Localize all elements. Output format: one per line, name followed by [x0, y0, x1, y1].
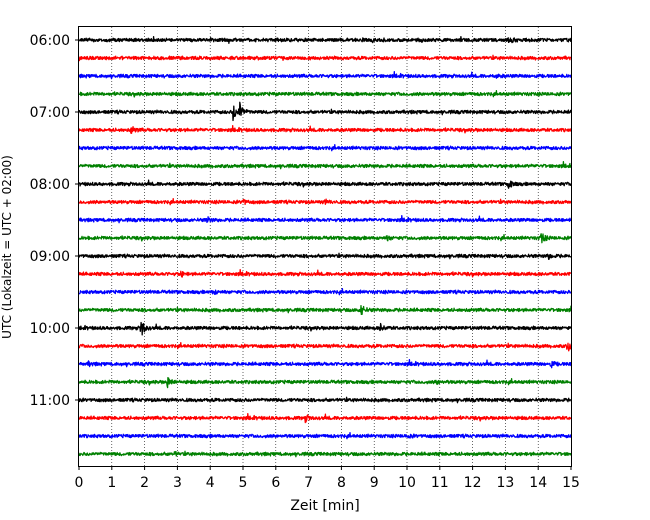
trace-line — [78, 215, 572, 224]
x-axis-label: Zeit [min] — [290, 498, 359, 514]
x-tick-label: 13 — [496, 475, 514, 491]
trace-line — [78, 54, 572, 62]
trace-line — [78, 161, 572, 170]
trace-line — [78, 450, 572, 458]
traces-layer — [78, 35, 572, 458]
x-tick-label: 7 — [304, 475, 313, 491]
x-tick-label: 11 — [431, 475, 449, 491]
trace-line — [78, 304, 572, 316]
trace-line — [78, 377, 572, 389]
trace-line — [78, 396, 572, 404]
x-tick-label: 5 — [239, 475, 248, 491]
x-tick-label: 9 — [370, 475, 379, 491]
x-tick-label: 14 — [529, 475, 547, 491]
y-tick-label: 09:00 — [30, 249, 70, 265]
y-axis-label: UTC (Lokalzeit = UTC + 02:00) — [0, 155, 14, 339]
trace-line — [78, 321, 572, 336]
trace-line — [78, 359, 572, 369]
trace-line — [78, 179, 572, 189]
trace-line — [78, 288, 572, 296]
x-tick-label: 8 — [337, 475, 346, 491]
x-tick-label: 12 — [464, 475, 482, 491]
trace-line — [78, 35, 572, 44]
x-tick-label: 6 — [271, 475, 280, 491]
trace-line — [78, 198, 572, 206]
plot-frame — [78, 26, 572, 467]
x-tick-label: 0 — [75, 475, 84, 491]
x-axis: 0 1 2 3 4 5 6 7 8 9 10 11 12 13 14 15 — [75, 466, 580, 491]
x-tick-label: 4 — [206, 475, 215, 491]
trace-line — [78, 90, 572, 98]
y-tick-label: 10:00 — [30, 321, 70, 337]
x-tick-label: 3 — [173, 475, 182, 491]
y-tick-label: 11:00 — [30, 393, 70, 409]
trace-line — [78, 432, 572, 440]
x-tick-label: 2 — [140, 475, 149, 491]
x-tick-label: 15 — [562, 475, 580, 491]
y-tick-label: 08:00 — [30, 177, 70, 193]
trace-line — [78, 144, 572, 152]
trace-line — [78, 252, 572, 261]
trace-line — [78, 269, 572, 278]
trace-line — [78, 342, 572, 352]
trace-line — [78, 125, 572, 134]
y-axis: 06:00 07:00 08:00 09:00 10:00 11:00 — [30, 33, 79, 409]
x-tick-label: 10 — [398, 475, 416, 491]
grid-layer — [111, 27, 539, 466]
trace-line — [78, 233, 572, 244]
x-tick-label: 1 — [107, 475, 116, 491]
y-tick-label: 06:00 — [30, 33, 70, 49]
trace-line — [78, 101, 572, 122]
trace-line — [78, 71, 572, 80]
y-tick-label: 07:00 — [30, 105, 70, 121]
trace-line — [78, 413, 572, 424]
